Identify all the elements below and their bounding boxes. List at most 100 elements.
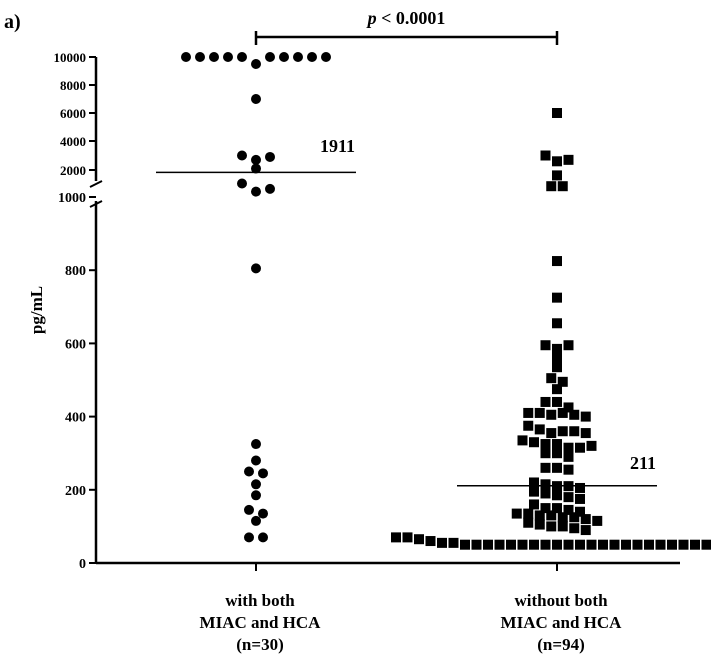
data-point <box>598 539 608 550</box>
data-point <box>529 499 539 510</box>
data-point <box>552 490 562 501</box>
data-point <box>391 532 401 543</box>
data-point <box>529 477 539 488</box>
data-point <box>546 428 557 439</box>
y-tick-label: 400 <box>65 411 86 426</box>
data-point <box>569 523 580 534</box>
data-point <box>546 510 557 521</box>
y-tick-label: 8000 <box>60 78 86 93</box>
significance-bracket: p < 0.0001 <box>254 8 559 45</box>
data-point <box>517 435 528 446</box>
data-point <box>557 521 568 532</box>
data-point <box>644 539 654 550</box>
data-point <box>529 539 539 550</box>
data-point <box>569 512 580 523</box>
data-point <box>209 52 219 62</box>
data-point <box>483 539 493 550</box>
data-point <box>244 504 254 515</box>
data-point <box>552 384 562 395</box>
data-point <box>223 52 233 62</box>
data-point <box>563 539 574 550</box>
data-point <box>632 539 643 550</box>
data-point <box>557 512 568 523</box>
data-point <box>534 407 545 418</box>
data-point <box>517 539 528 550</box>
data-point <box>195 52 205 62</box>
data-point <box>460 539 470 550</box>
category-label: (n=94) <box>537 635 584 654</box>
category-label: without both <box>514 591 608 610</box>
category-label: with both <box>225 591 295 610</box>
data-point <box>237 150 247 161</box>
data-point <box>448 537 459 548</box>
data-point <box>251 154 261 165</box>
data-point <box>575 493 585 504</box>
data-point <box>523 407 534 418</box>
data-point <box>580 525 591 536</box>
data-point <box>690 539 700 550</box>
data-point <box>258 532 268 543</box>
data-point <box>552 108 562 118</box>
median-lines: 1911 211 <box>156 136 657 487</box>
data-point <box>609 539 620 550</box>
data-point <box>251 263 261 274</box>
data-point <box>621 539 631 550</box>
data-point <box>569 409 580 420</box>
data-point <box>552 439 562 450</box>
median-label: 1911 <box>320 136 355 156</box>
data-point <box>678 539 689 550</box>
y-tick-label: 600 <box>65 337 86 352</box>
y-tick-label: 1000 <box>58 191 86 206</box>
data-point <box>563 464 574 475</box>
y-tick-label: 6000 <box>60 106 86 121</box>
data-point <box>523 508 534 519</box>
data-point <box>307 52 317 62</box>
data-point <box>580 428 591 439</box>
category-label: MIAC and HCA <box>200 613 322 632</box>
data-point <box>552 353 562 364</box>
data-point <box>258 508 268 519</box>
data-point <box>552 462 562 473</box>
y-tick-label: 800 <box>65 264 86 279</box>
data-point <box>265 151 275 162</box>
data-point <box>251 479 261 490</box>
data-point <box>540 150 551 161</box>
data-point <box>655 539 666 550</box>
data-point <box>523 517 534 528</box>
data-point <box>540 439 551 450</box>
data-point <box>265 52 275 62</box>
data-point <box>575 539 585 550</box>
data-point <box>552 343 562 354</box>
data-point <box>540 396 551 407</box>
data-point <box>321 52 331 62</box>
data-point <box>701 539 711 550</box>
data-point <box>237 52 247 62</box>
data-point <box>552 170 562 181</box>
data-point <box>540 539 551 550</box>
data-point <box>563 402 574 413</box>
data-point <box>529 486 539 497</box>
data-point <box>552 362 562 373</box>
data-point <box>251 515 261 526</box>
data-point <box>563 154 574 165</box>
data-point <box>546 373 557 384</box>
data-point <box>534 519 545 530</box>
data-point <box>534 510 545 521</box>
data-point <box>251 163 261 174</box>
category-label: (n=30) <box>236 635 283 654</box>
data-point <box>563 442 574 453</box>
data-point <box>540 340 551 351</box>
data-point <box>258 468 268 479</box>
data-point <box>563 504 574 515</box>
data-point <box>279 52 289 62</box>
data-point <box>552 156 562 167</box>
data-point <box>471 539 482 550</box>
data-point <box>557 181 568 192</box>
data-point <box>251 439 261 450</box>
data-point <box>557 376 568 387</box>
data-point <box>552 503 562 514</box>
data-points <box>181 52 711 550</box>
data-point <box>251 59 261 69</box>
data-point <box>540 488 551 499</box>
data-point <box>244 466 254 477</box>
